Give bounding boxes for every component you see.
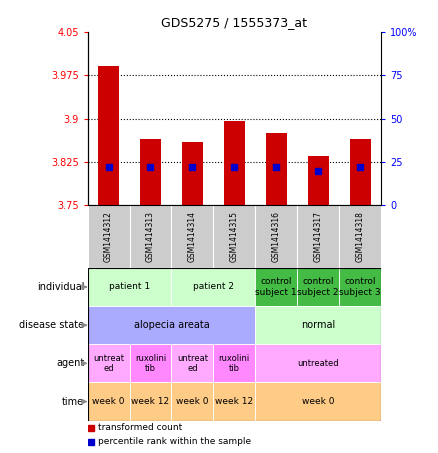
Bar bbox=[88, 268, 171, 306]
Text: time: time bbox=[62, 396, 84, 407]
Text: ruxolini
tib: ruxolini tib bbox=[135, 354, 166, 373]
Bar bbox=[255, 344, 381, 382]
Text: week 12: week 12 bbox=[215, 397, 254, 406]
Text: control
subject 2: control subject 2 bbox=[297, 277, 339, 297]
Text: control
subject 3: control subject 3 bbox=[339, 277, 381, 297]
Text: GSM1414318: GSM1414318 bbox=[356, 211, 364, 262]
Bar bbox=[98, 67, 119, 205]
Bar bbox=[255, 268, 297, 306]
Bar bbox=[171, 268, 255, 306]
Text: untreated: untreated bbox=[297, 359, 339, 368]
Text: percentile rank within the sample: percentile rank within the sample bbox=[98, 437, 251, 446]
Bar bbox=[140, 139, 161, 205]
Bar bbox=[339, 205, 381, 268]
Text: week 0: week 0 bbox=[302, 397, 335, 406]
Text: patient 1: patient 1 bbox=[109, 283, 150, 291]
Bar bbox=[266, 133, 287, 205]
Bar bbox=[297, 205, 339, 268]
Text: GSM1414313: GSM1414313 bbox=[146, 211, 155, 262]
Bar bbox=[171, 205, 213, 268]
Bar bbox=[255, 382, 381, 421]
Bar bbox=[171, 344, 213, 382]
Text: disease state: disease state bbox=[19, 320, 84, 330]
Bar bbox=[350, 139, 371, 205]
Bar bbox=[130, 382, 171, 421]
Text: GSM1414312: GSM1414312 bbox=[104, 211, 113, 262]
Text: ruxolini
tib: ruxolini tib bbox=[219, 354, 250, 373]
Bar bbox=[213, 205, 255, 268]
Text: GSM1414316: GSM1414316 bbox=[272, 211, 281, 262]
Text: patient 2: patient 2 bbox=[193, 283, 234, 291]
Bar bbox=[88, 344, 130, 382]
Bar bbox=[255, 306, 381, 344]
Text: untreat
ed: untreat ed bbox=[93, 354, 124, 373]
Text: week 12: week 12 bbox=[131, 397, 170, 406]
Bar bbox=[339, 268, 381, 306]
Bar bbox=[255, 205, 297, 268]
Text: transformed count: transformed count bbox=[98, 423, 182, 432]
Bar bbox=[88, 205, 130, 268]
Bar bbox=[213, 344, 255, 382]
Bar bbox=[213, 382, 255, 421]
Title: GDS5275 / 1555373_at: GDS5275 / 1555373_at bbox=[161, 16, 307, 29]
Bar bbox=[130, 344, 171, 382]
Text: untreat
ed: untreat ed bbox=[177, 354, 208, 373]
Text: week 0: week 0 bbox=[92, 397, 125, 406]
Bar bbox=[182, 142, 203, 205]
Bar bbox=[130, 205, 171, 268]
Text: week 0: week 0 bbox=[176, 397, 208, 406]
Bar bbox=[88, 306, 255, 344]
Text: agent: agent bbox=[56, 358, 84, 368]
Text: normal: normal bbox=[301, 320, 336, 330]
Bar bbox=[88, 382, 130, 421]
Text: GSM1414314: GSM1414314 bbox=[188, 211, 197, 262]
Text: control
subject 1: control subject 1 bbox=[255, 277, 297, 297]
Bar bbox=[307, 156, 328, 205]
Text: GSM1414317: GSM1414317 bbox=[314, 211, 323, 262]
Bar bbox=[171, 382, 213, 421]
Bar bbox=[297, 268, 339, 306]
Bar bbox=[224, 121, 245, 205]
Text: alopecia areata: alopecia areata bbox=[134, 320, 209, 330]
Text: GSM1414315: GSM1414315 bbox=[230, 211, 239, 262]
Text: individual: individual bbox=[37, 282, 84, 292]
